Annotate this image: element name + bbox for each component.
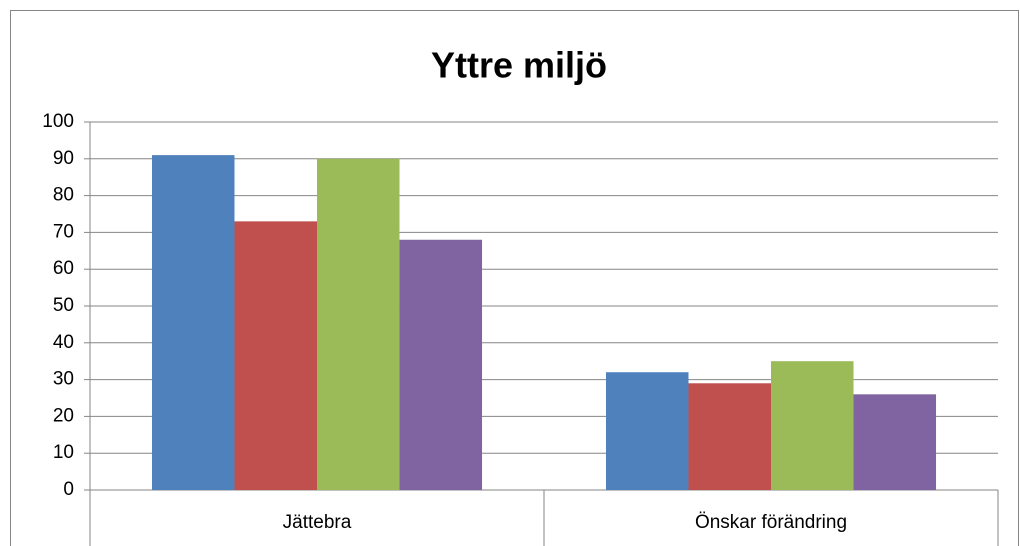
bar — [771, 361, 854, 490]
y-tick-label: 50 — [53, 295, 74, 316]
bar — [399, 239, 483, 490]
y-tick-label: 90 — [53, 148, 74, 169]
chart-title: Yttre miljö — [431, 45, 607, 86]
y-tick-label: 100 — [42, 111, 74, 132]
x-tick-label: Önskar förändring — [695, 512, 847, 533]
y-tick-label: 60 — [53, 258, 74, 279]
y-tick-label: 0 — [63, 479, 74, 500]
bar — [151, 155, 235, 490]
bar — [605, 372, 689, 490]
y-tick-label: 30 — [53, 369, 74, 390]
y-tick-label: 10 — [53, 442, 74, 463]
y-tick-label: 70 — [53, 221, 74, 242]
y-tick-label: 80 — [53, 185, 74, 206]
x-tick-label: Jättebra — [283, 512, 352, 533]
bar — [234, 221, 317, 491]
bar — [317, 158, 400, 491]
bar — [688, 383, 771, 490]
y-tick-label: 20 — [53, 405, 74, 426]
y-tick-label: 40 — [53, 332, 74, 353]
bar — [853, 394, 937, 490]
